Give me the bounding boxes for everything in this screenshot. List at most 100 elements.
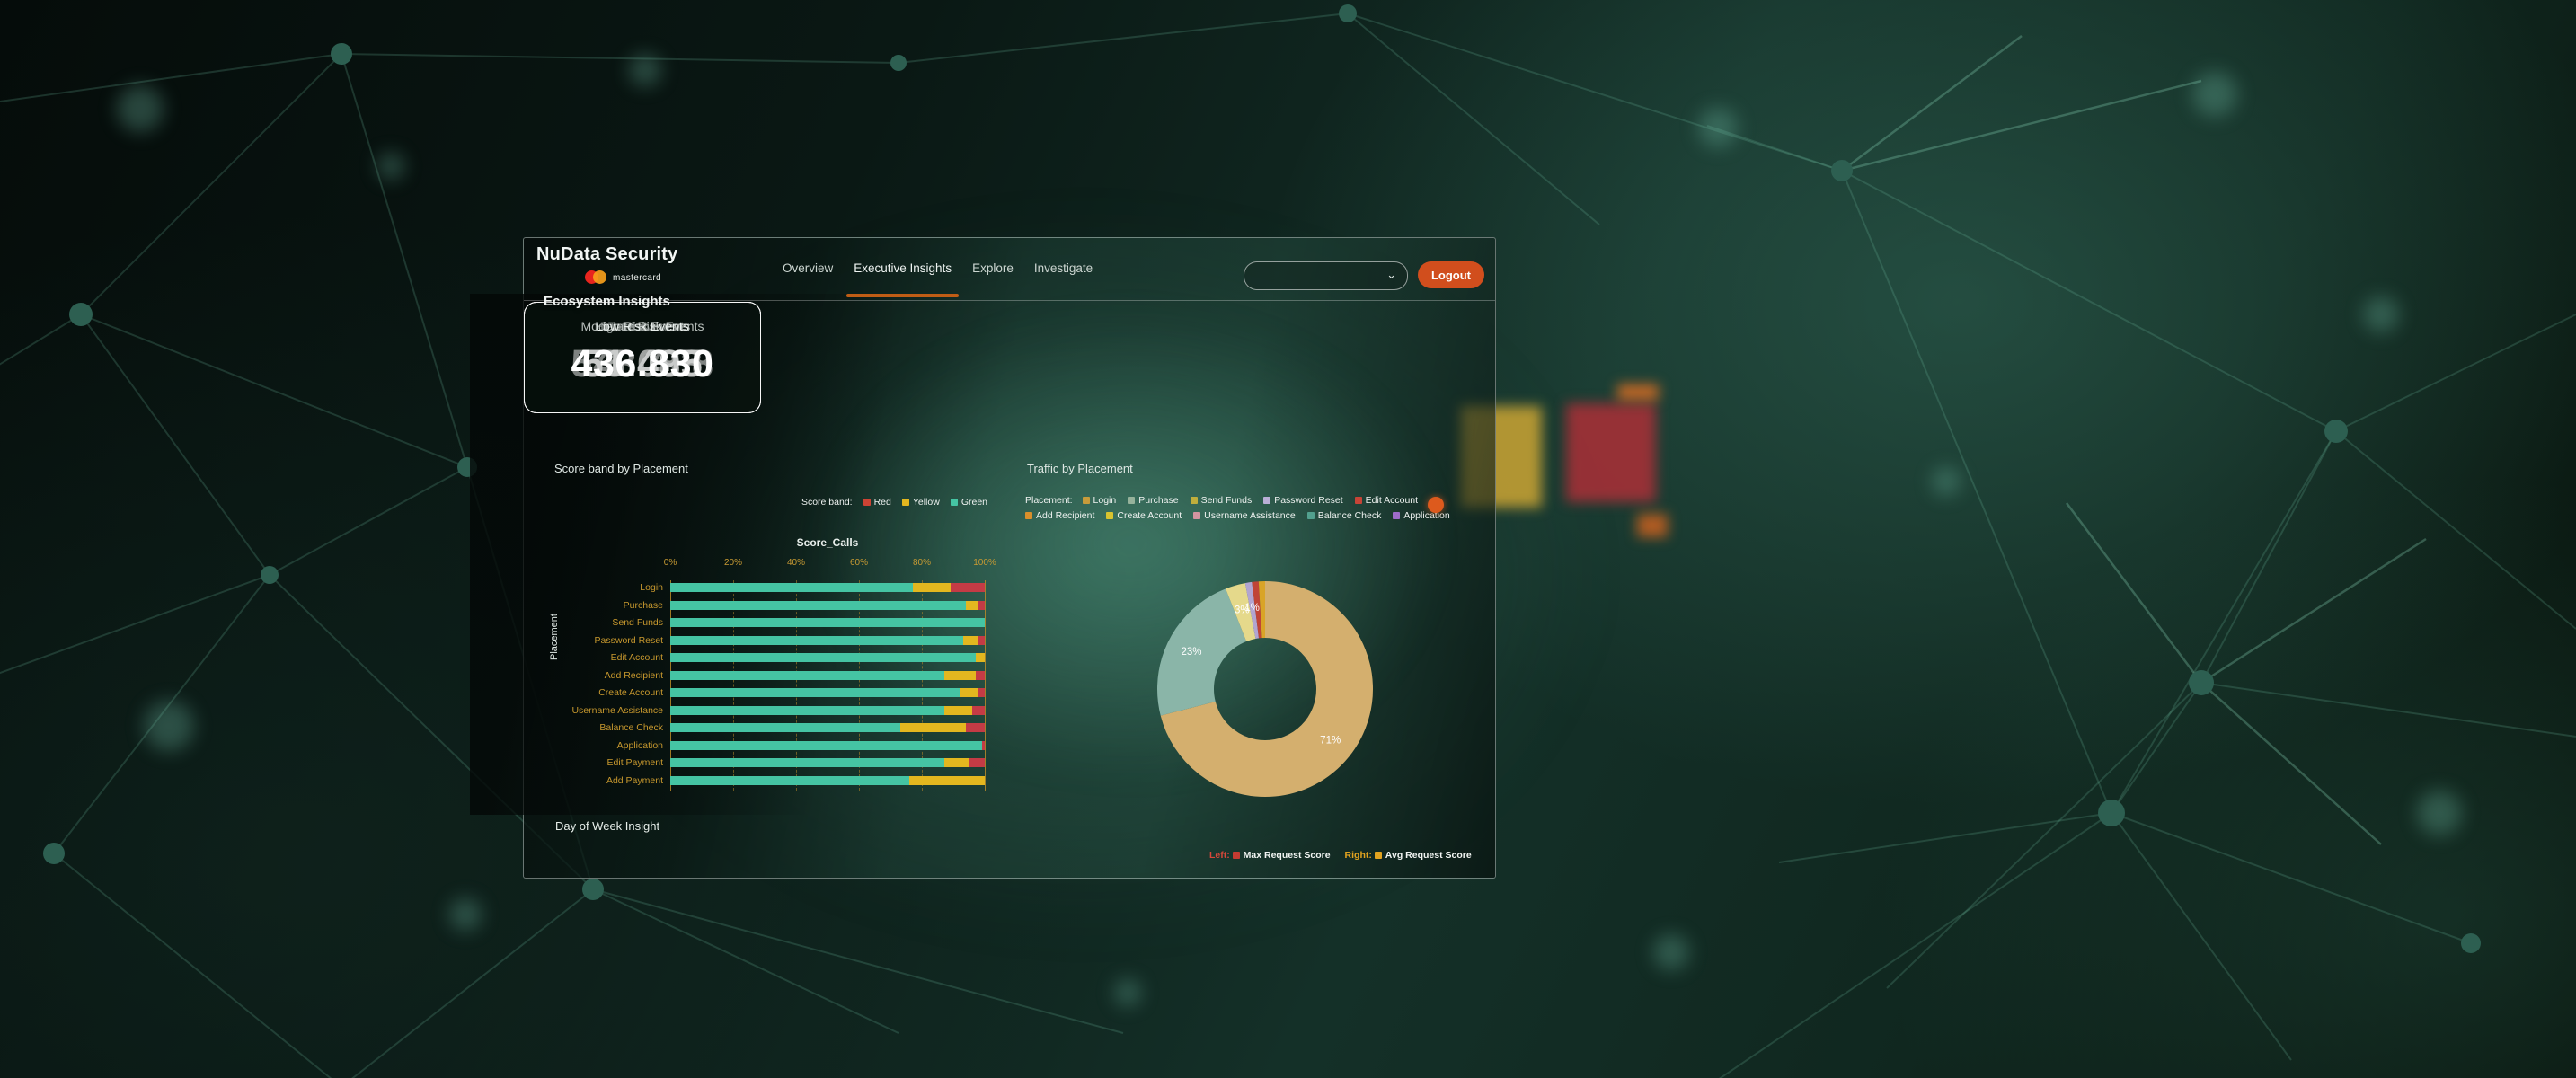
bar-segment-red[interactable] — [978, 600, 985, 610]
legend-chip-max-icon — [1232, 852, 1240, 859]
traffic-legend-item-login[interactable]: Login — [1082, 495, 1117, 506]
bar-segment-green[interactable] — [670, 653, 976, 662]
donut-slice-balance-check[interactable] — [1157, 581, 1373, 797]
bar-segment-green[interactable] — [670, 583, 913, 592]
traffic-legend-item-purchase[interactable]: Purchase — [1128, 495, 1179, 506]
nav-item-investigate[interactable]: Investigate — [1033, 261, 1093, 275]
stacked-bar — [670, 670, 985, 680]
bar-segment-red[interactable] — [978, 635, 985, 645]
traffic-legend-item-application[interactable]: Application — [1393, 510, 1450, 521]
legend-item-label: Yellow — [912, 497, 940, 508]
bar-segment-red[interactable] — [969, 758, 985, 767]
score-band-row: Password Reset — [595, 635, 985, 646]
bar-segment-red[interactable] — [981, 740, 985, 750]
kpi-label: Moderate Risk Events — [580, 319, 704, 333]
score-band-row: Add Recipient — [605, 670, 985, 681]
bokeh-dot — [377, 153, 404, 180]
bar-segment-yellow[interactable] — [966, 600, 978, 610]
bar-segment-yellow[interactable] — [975, 653, 985, 662]
legend-axis-label: Right: — [1344, 850, 1372, 861]
legend-item-label: Purchase — [1138, 495, 1179, 506]
gridline — [670, 580, 671, 791]
kpi-value: 543.408 — [571, 342, 714, 385]
traffic-legend-item-password-reset[interactable]: Password Reset — [1263, 495, 1343, 506]
legend-item-label: Add Recipient — [1036, 510, 1095, 521]
bar-segment-red[interactable] — [966, 723, 985, 732]
gridline — [733, 580, 734, 791]
score-band-rows: Login Purchase Send Funds Password Reset Edi… — [571, 580, 985, 796]
legend-item-label: Login — [1093, 495, 1117, 506]
bar-segment-green[interactable] — [670, 740, 982, 750]
legend-chip-red-icon — [863, 499, 871, 506]
score-band-row-label: Add Recipient — [604, 669, 663, 681]
legend-item-yellow[interactable]: Yellow — [901, 497, 940, 508]
legend-item-max-request[interactable]: Left: Max Request Score — [1209, 850, 1331, 861]
bar-segment-red[interactable] — [950, 583, 985, 592]
legend-chip-green-icon — [950, 499, 958, 506]
bar-segment-yellow[interactable] — [943, 705, 972, 715]
score-band-row: Edit Payment — [607, 757, 985, 768]
filter-dropdown[interactable]: ⌄ — [1244, 261, 1408, 290]
x-axis-tick: 0% — [663, 558, 677, 568]
bar-segment-green[interactable] — [670, 600, 966, 610]
bokeh-dot — [2363, 296, 2399, 332]
bar-segment-green[interactable] — [670, 775, 909, 785]
score-band-row: Login — [640, 582, 985, 593]
score-band-row-label: Balance Check — [599, 722, 663, 733]
legend-item-green[interactable]: Green — [950, 497, 987, 508]
donut-slice-add-recipient[interactable] — [1157, 581, 1373, 797]
legend-item-avg-request[interactable]: Right: Avg Request Score — [1345, 850, 1472, 861]
score-band-row-label: Username Assistance — [571, 704, 663, 716]
legend-item-red[interactable]: Red — [863, 497, 891, 508]
legend-chip-icon — [1354, 497, 1362, 504]
bar-segment-green[interactable] — [670, 688, 960, 697]
bar-segment-green[interactable] — [670, 635, 963, 645]
nav-item-overview[interactable]: Overview — [783, 261, 834, 275]
traffic-legend-item-username-assistance[interactable]: Username Assistance — [1193, 510, 1296, 521]
bar-segment-yellow[interactable] — [962, 635, 978, 645]
background-red-block — [1566, 403, 1656, 502]
bokeh-dot — [629, 54, 661, 86]
gridline — [859, 580, 860, 791]
score-band-chart-title: Score_Calls — [796, 536, 859, 549]
legend-chip-icon — [1082, 497, 1090, 504]
traffic-legend-item-create-account[interactable]: Create Account — [1106, 510, 1182, 521]
traffic-legend-item-send-funds[interactable]: Send Funds — [1190, 495, 1252, 506]
bar-segment-red[interactable] — [972, 705, 985, 715]
score-band-row-label: Create Account — [598, 687, 663, 698]
legend-badge-icon[interactable] — [1428, 497, 1444, 513]
mastercard-orange-circle-icon — [593, 270, 606, 284]
bar-segment-yellow[interactable] — [943, 670, 976, 680]
bar-segment-yellow[interactable] — [912, 583, 951, 592]
traffic-legend-item-balance-check[interactable]: Balance Check — [1306, 510, 1381, 521]
legend-item-label: Edit Account — [1365, 495, 1419, 506]
bar-segment-yellow[interactable] — [909, 775, 985, 785]
nav-item-executive-insights[interactable]: Executive Insights — [846, 261, 959, 297]
score-band-row: Balance Check — [599, 722, 985, 733]
bar-segment-red[interactable] — [978, 688, 985, 697]
traffic-legend-item-add-recipient[interactable]: Add Recipient — [1025, 510, 1094, 521]
bokeh-dot — [1653, 934, 1689, 970]
bar-segment-yellow[interactable] — [943, 758, 969, 767]
legend-chip-icon — [1106, 512, 1114, 519]
bar-segment-green[interactable] — [670, 618, 985, 627]
x-axis-tick: 60% — [849, 558, 869, 568]
stacked-bar — [670, 618, 985, 627]
traffic-legend-item-edit-account[interactable]: Edit Account — [1354, 495, 1419, 506]
nav-item-explore[interactable]: Explore — [972, 261, 1014, 275]
kpi-value: 55.083 — [581, 342, 704, 385]
bar-segment-green[interactable] — [670, 758, 944, 767]
score-band-row-label: Login — [640, 582, 663, 593]
traffic-legend-row-2: Add Recipient Create Account Username Assi… — [1025, 510, 1450, 521]
bar-segment-green[interactable] — [670, 723, 900, 732]
bar-segment-green[interactable] — [670, 670, 944, 680]
bar-segment-yellow[interactable] — [899, 723, 966, 732]
logout-button[interactable]: Logout — [1418, 261, 1484, 288]
stacked-bar — [670, 758, 985, 767]
bar-segment-green[interactable] — [670, 705, 944, 715]
bar-segment-red[interactable] — [975, 670, 985, 680]
stacked-bar — [670, 583, 985, 592]
bokeh-dot — [144, 701, 194, 751]
bar-segment-yellow[interactable] — [960, 688, 978, 697]
score-band-row: Create Account — [598, 687, 985, 698]
